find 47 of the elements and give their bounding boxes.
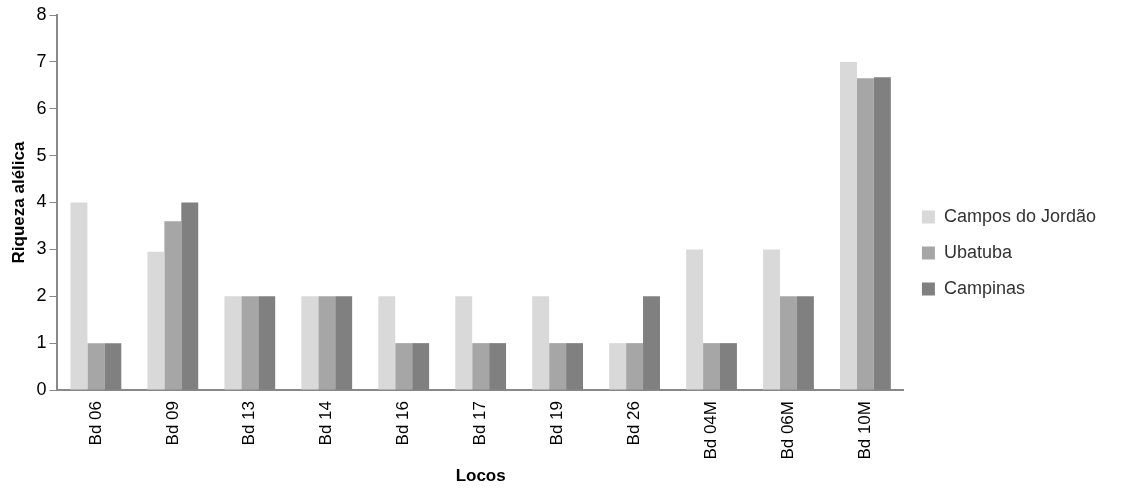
bar bbox=[147, 251, 165, 390]
bar bbox=[686, 249, 704, 390]
bar bbox=[301, 296, 319, 390]
bar bbox=[378, 296, 396, 390]
bar bbox=[241, 296, 259, 390]
bar bbox=[87, 343, 105, 390]
x-axis-title: Locos bbox=[455, 466, 506, 486]
x-tick-label: Bd 04M bbox=[701, 401, 721, 460]
y-tick-label: 4 bbox=[36, 191, 47, 212]
legend-label: Ubatuba bbox=[943, 241, 1013, 262]
x-tick-label: Bd 06M bbox=[778, 401, 798, 460]
y-tick-label: 6 bbox=[36, 97, 47, 118]
x-tick-label: Bd 19 bbox=[547, 401, 567, 446]
bar bbox=[840, 61, 857, 390]
bar bbox=[395, 343, 413, 390]
bar bbox=[549, 343, 567, 390]
bar bbox=[318, 296, 336, 390]
bar bbox=[164, 221, 182, 390]
x-tick-label: Bd 13 bbox=[239, 401, 259, 446]
bar bbox=[224, 296, 242, 390]
legend-label: Campos do Jordão bbox=[943, 205, 1097, 226]
x-tick-label: Bd 09 bbox=[162, 401, 182, 446]
y-tick-label: 5 bbox=[36, 144, 47, 165]
y-tick-label: 2 bbox=[36, 285, 47, 306]
x-tick-label: Bd 06 bbox=[85, 401, 105, 446]
y-tick-label: 3 bbox=[36, 238, 47, 259]
x-tick-label: Bd 14 bbox=[316, 401, 336, 446]
x-tick-label: Bd 26 bbox=[624, 401, 644, 446]
bar bbox=[532, 296, 550, 390]
y-tick-label: 7 bbox=[36, 50, 47, 71]
y-tick-label: 0 bbox=[36, 378, 47, 399]
legend-label: Campinas bbox=[943, 277, 1025, 298]
x-tick-label: Bd 10M bbox=[855, 401, 875, 460]
y-tick-label: 1 bbox=[36, 332, 47, 353]
y-tick-label: 8 bbox=[36, 3, 47, 24]
bar bbox=[455, 296, 473, 390]
bar bbox=[609, 343, 627, 390]
bar bbox=[856, 78, 874, 390]
bar bbox=[70, 202, 88, 390]
bar bbox=[703, 343, 720, 390]
bar bbox=[472, 343, 490, 390]
bar bbox=[626, 343, 644, 390]
bar bbox=[780, 296, 797, 390]
x-tick-label: Bd 16 bbox=[393, 401, 413, 446]
bar bbox=[763, 249, 781, 390]
x-tick-label: Bd 17 bbox=[470, 401, 490, 446]
y-axis-title: Riqueza alélica bbox=[8, 141, 28, 264]
